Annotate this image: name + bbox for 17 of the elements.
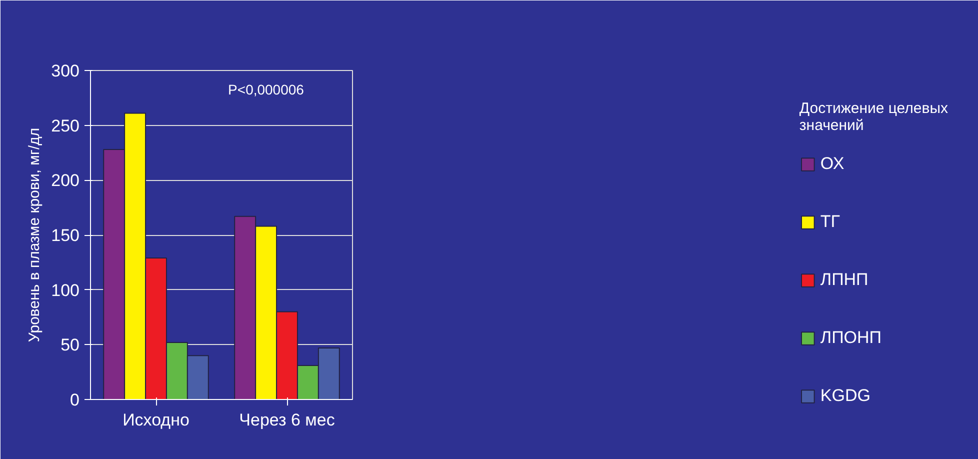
y-tick-label: 150: [51, 226, 80, 245]
annotation: P<0,000006: [228, 81, 304, 98]
legend-label: KGDG: [820, 386, 870, 406]
legend-title: Достижение целевых значений: [799, 100, 948, 134]
x-tick-label: Через 6 мес: [239, 410, 336, 430]
y-axis-title: Уровень в плазме крови, мг/дл: [26, 128, 44, 342]
y-tick-label: 0: [70, 390, 80, 410]
x-tick-label: Исходно: [122, 410, 190, 430]
legend-label: ОХ: [820, 154, 844, 174]
y-tick-label: 200: [51, 171, 80, 190]
legend-label: ЛПОНП: [820, 328, 882, 348]
y-tick-label: 50: [60, 336, 80, 355]
legend-label: ТГ: [820, 212, 840, 232]
y-tick-label: 300: [51, 62, 80, 80]
y-tick-label: 100: [51, 280, 80, 300]
y-tick-label: 250: [51, 116, 80, 136]
legend-label: ЛПНП: [820, 270, 868, 290]
